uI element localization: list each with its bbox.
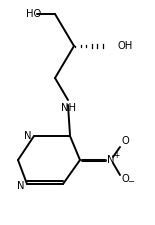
Text: N: N [17,181,25,191]
Text: OH: OH [117,41,132,51]
Text: +: + [113,151,119,160]
Text: O: O [121,136,129,146]
Text: NH: NH [60,103,75,113]
Text: −: − [128,178,135,187]
Text: N: N [24,131,32,141]
Text: HO: HO [26,9,41,19]
Text: O: O [121,174,129,184]
Text: N: N [107,155,115,165]
